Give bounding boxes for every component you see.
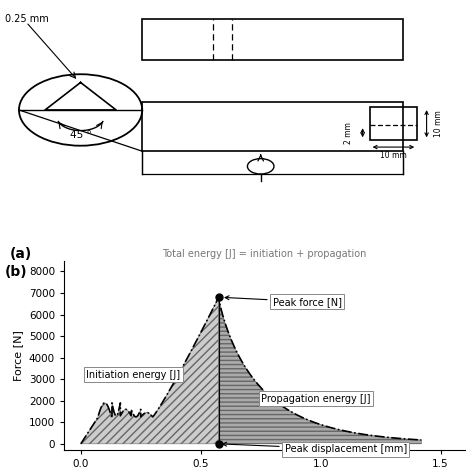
Title: Total energy [J] = initiation + propagation: Total energy [J] = initiation + propagat…	[162, 248, 366, 258]
Bar	[142, 102, 403, 151]
Text: Peak force [N]: Peak force [N]	[225, 296, 342, 307]
Text: Initiation energy [J]: Initiation energy [J]	[86, 370, 181, 380]
Text: Peak displacement [mm]: Peak displacement [mm]	[223, 442, 407, 454]
Text: 10 mm: 10 mm	[380, 151, 407, 160]
Bar	[142, 19, 403, 61]
Text: 10 mm: 10 mm	[434, 110, 443, 137]
Text: 0.25 mm: 0.25 mm	[5, 14, 48, 24]
Polygon shape	[81, 297, 219, 444]
Text: (b): (b)	[5, 265, 27, 280]
Text: Propagation energy [J]: Propagation energy [J]	[261, 393, 371, 403]
Polygon shape	[219, 297, 421, 444]
Bar	[370, 107, 417, 140]
Y-axis label: Force [N]: Force [N]	[13, 330, 23, 381]
Text: 45 °: 45 °	[70, 130, 91, 140]
Text: 2 mm: 2 mm	[344, 122, 353, 144]
Text: (a): (a)	[9, 247, 32, 261]
